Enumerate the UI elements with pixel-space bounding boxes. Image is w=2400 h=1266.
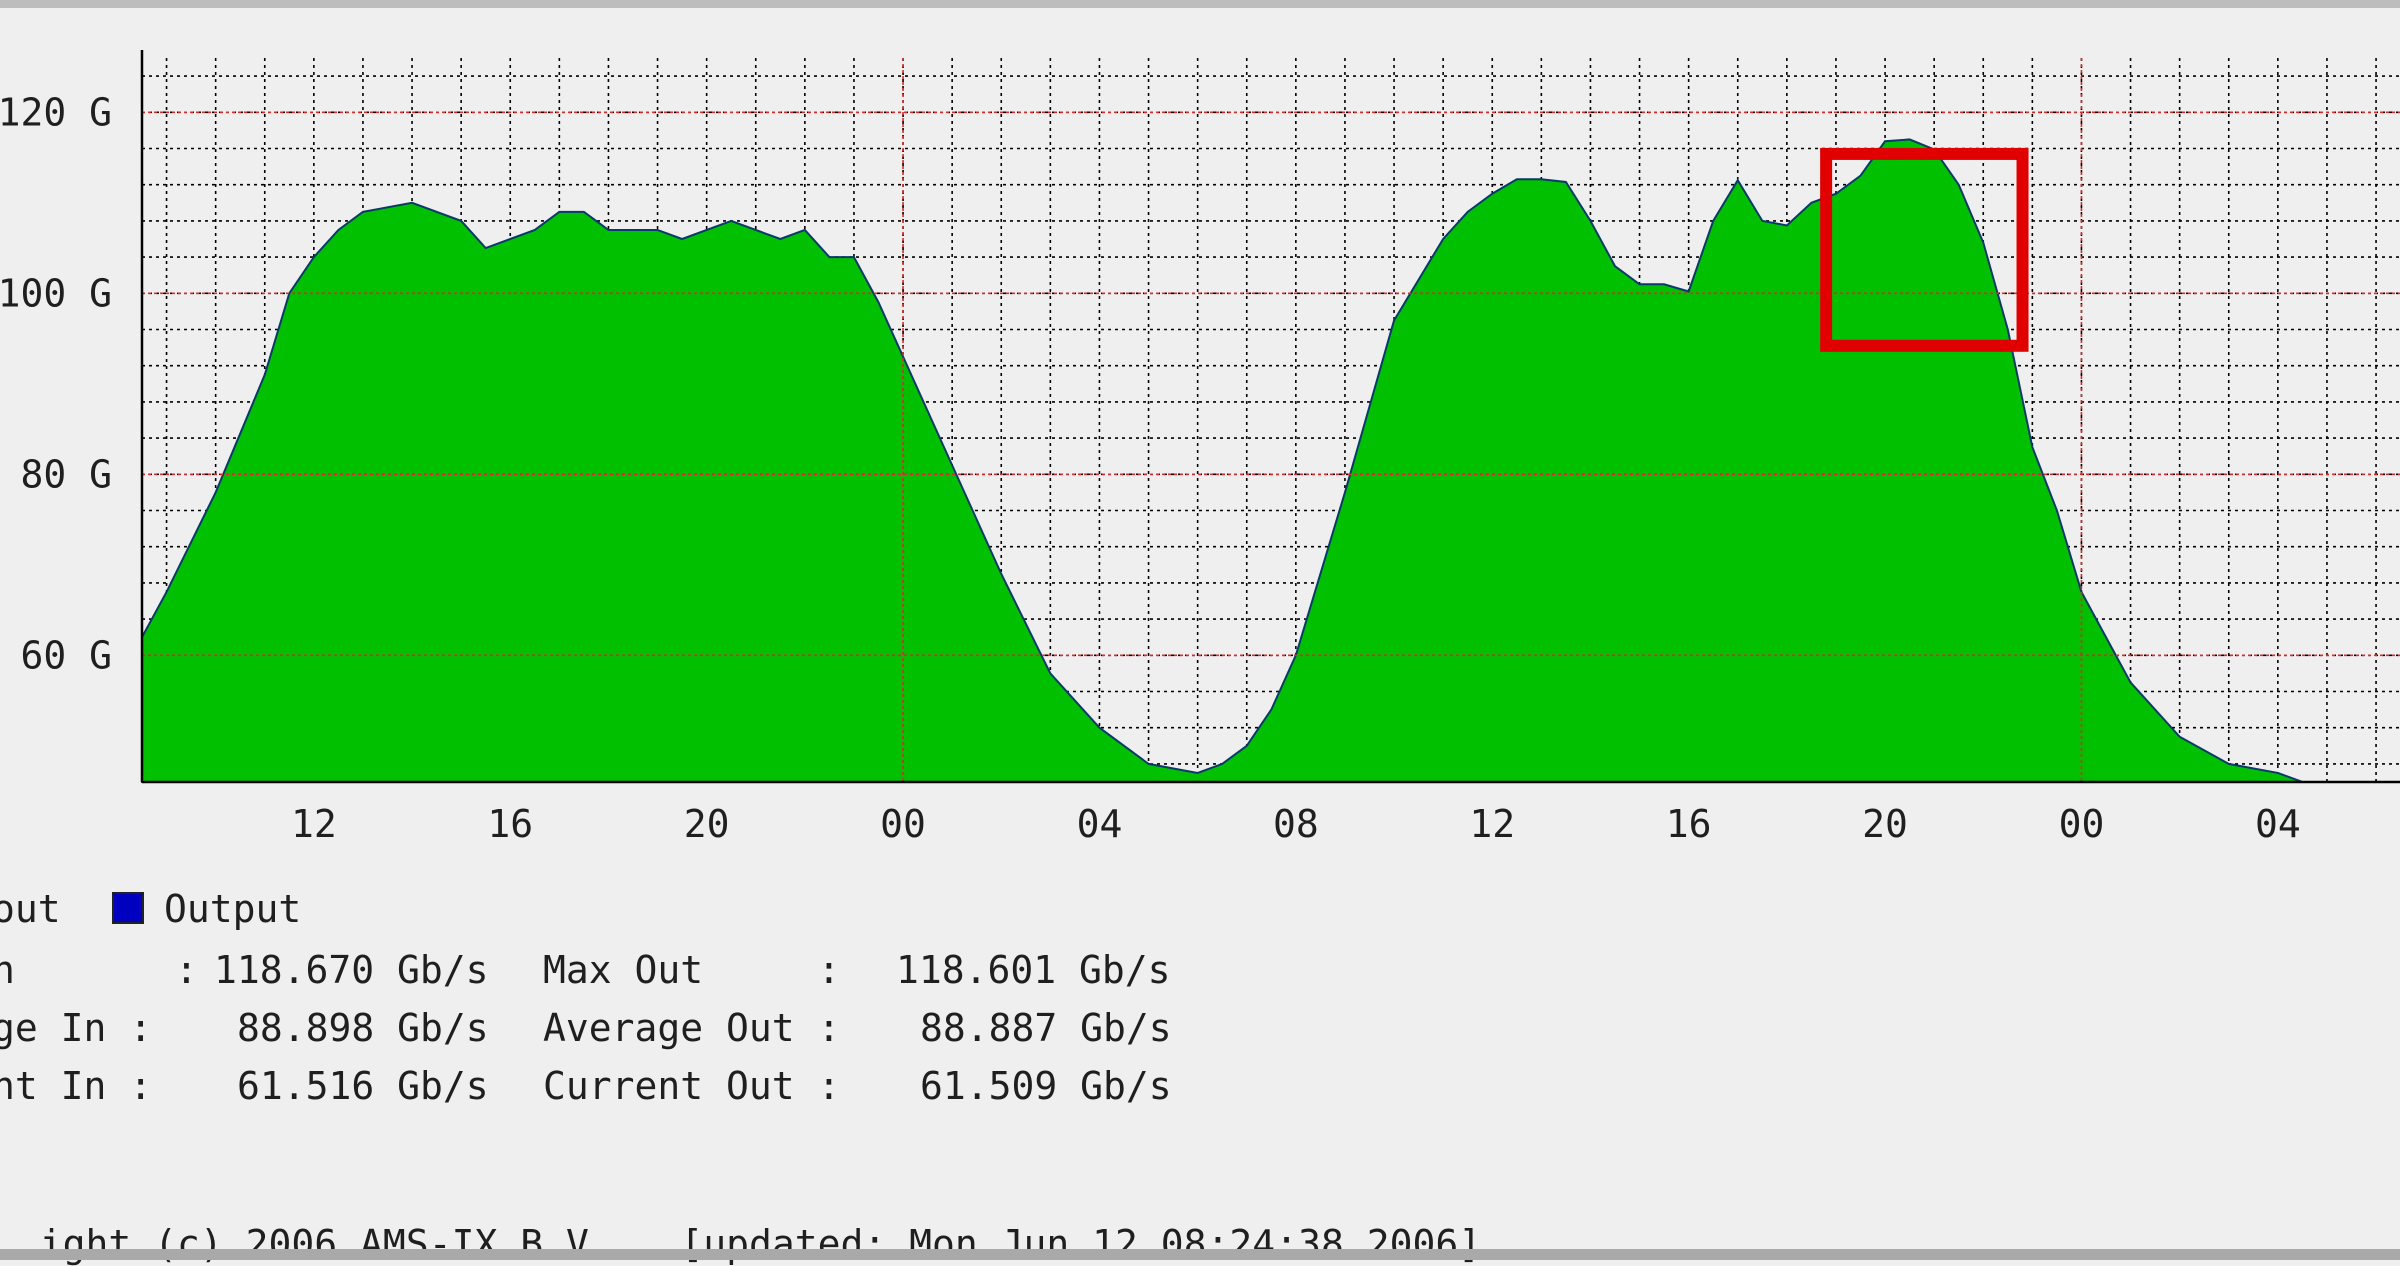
x-tick-label: 08 (1273, 802, 1319, 846)
input-traffic-area (141, 138, 2400, 783)
x-tick-labels: 12 16 20 00 04 08 12 16 20 00 04 (291, 802, 2301, 846)
current-out-label: Current Out : (543, 1064, 841, 1108)
y-tick-labels: 120 G 100 G 80 G 60 G (0, 90, 112, 677)
average-in-value: 88.898 Gb/s (237, 1006, 489, 1050)
current-out-value: 61.509 Gb/s (920, 1064, 1172, 1108)
current-in-value: 61.516 Gb/s (237, 1064, 489, 1108)
window-top-border (0, 0, 2400, 8)
max-out-label: Max Out : (543, 948, 841, 992)
traffic-chart: 120 G 100 G 80 G 60 G 12 16 20 00 04 08 12 16 20 00 0… (0, 50, 2400, 846)
max-out-value: 118.601 Gb/s (896, 948, 1171, 992)
annotation-layer (1820, 147, 2029, 352)
x-tick-label: 20 (1862, 802, 1908, 846)
axes (140, 50, 2400, 784)
x-tick-label: 12 (291, 802, 337, 846)
x-tick-label: 20 (684, 802, 730, 846)
x-tick-label: 12 (1469, 802, 1515, 846)
legend: out Output (0, 880, 301, 1112)
current-in-label: nt In : (0, 1064, 153, 1108)
max-in-value: 118.670 Gb/s (214, 948, 489, 992)
x-tick-label: 16 (1666, 802, 1712, 846)
y-tick-label: 120 G (0, 90, 112, 134)
average-out-label: Average Out : (543, 1006, 841, 1050)
max-in-label: n : (0, 948, 198, 992)
major-grid (142, 58, 2400, 782)
input-area-layer (141, 138, 2400, 783)
window-bottom-border (0, 1249, 2400, 1260)
x-tick-label: 00 (2059, 802, 2105, 846)
x-tick-label: 04 (2255, 802, 2301, 846)
legend-input-label: out (0, 887, 61, 931)
average-in-label: ge In : (0, 1006, 153, 1050)
x-tick-label: 04 (1077, 802, 1123, 846)
legend-output-swatch (112, 892, 144, 924)
y-tick-label: 80 G (20, 452, 112, 496)
highlight-rectangle (1820, 147, 2029, 352)
legend-output-label: Output (164, 887, 302, 931)
average-out-value: 88.887 Gb/s (920, 1006, 1172, 1050)
x-tick-label: 16 (487, 802, 533, 846)
y-tick-label: 60 G (20, 633, 112, 677)
y-tick-label: 100 G (0, 271, 112, 315)
x-tick-label: 00 (880, 802, 926, 846)
